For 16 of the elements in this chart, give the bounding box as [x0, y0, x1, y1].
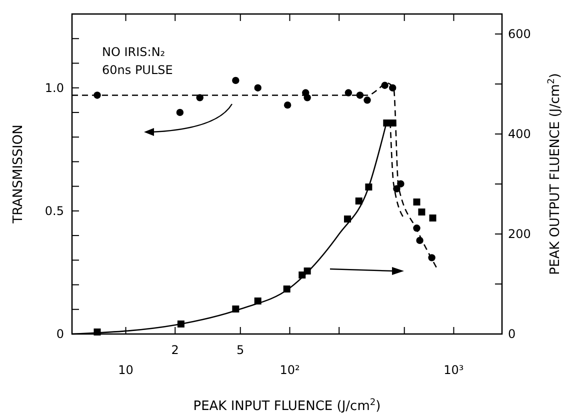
text: 5: [236, 343, 244, 357]
y-axis-title: TRANSMISSION: [11, 124, 26, 224]
x-tick-label: 10²: [280, 363, 300, 377]
annotation: 60ns PULSE: [102, 63, 173, 77]
y2-tick-label: 200: [508, 227, 531, 241]
y-tick-label: 1.0: [44, 80, 64, 95]
x-axis-title: PEAK INPUT FLUENCE (J/cm$^{2}$): [193, 398, 381, 414]
y2-tick-label: 600: [508, 27, 531, 41]
annotation: NO IRIS:N₂: [102, 45, 166, 59]
y2-tick-label: 0: [508, 327, 516, 341]
x-tick-label: 10: [118, 363, 134, 377]
text: 2: [171, 343, 179, 357]
y-tick-label: 0.5: [44, 204, 64, 218]
y2-tick-label: 400: [508, 127, 531, 141]
x-tick-label: 10³: [444, 363, 464, 377]
y-tick-label: 0: [56, 327, 64, 341]
